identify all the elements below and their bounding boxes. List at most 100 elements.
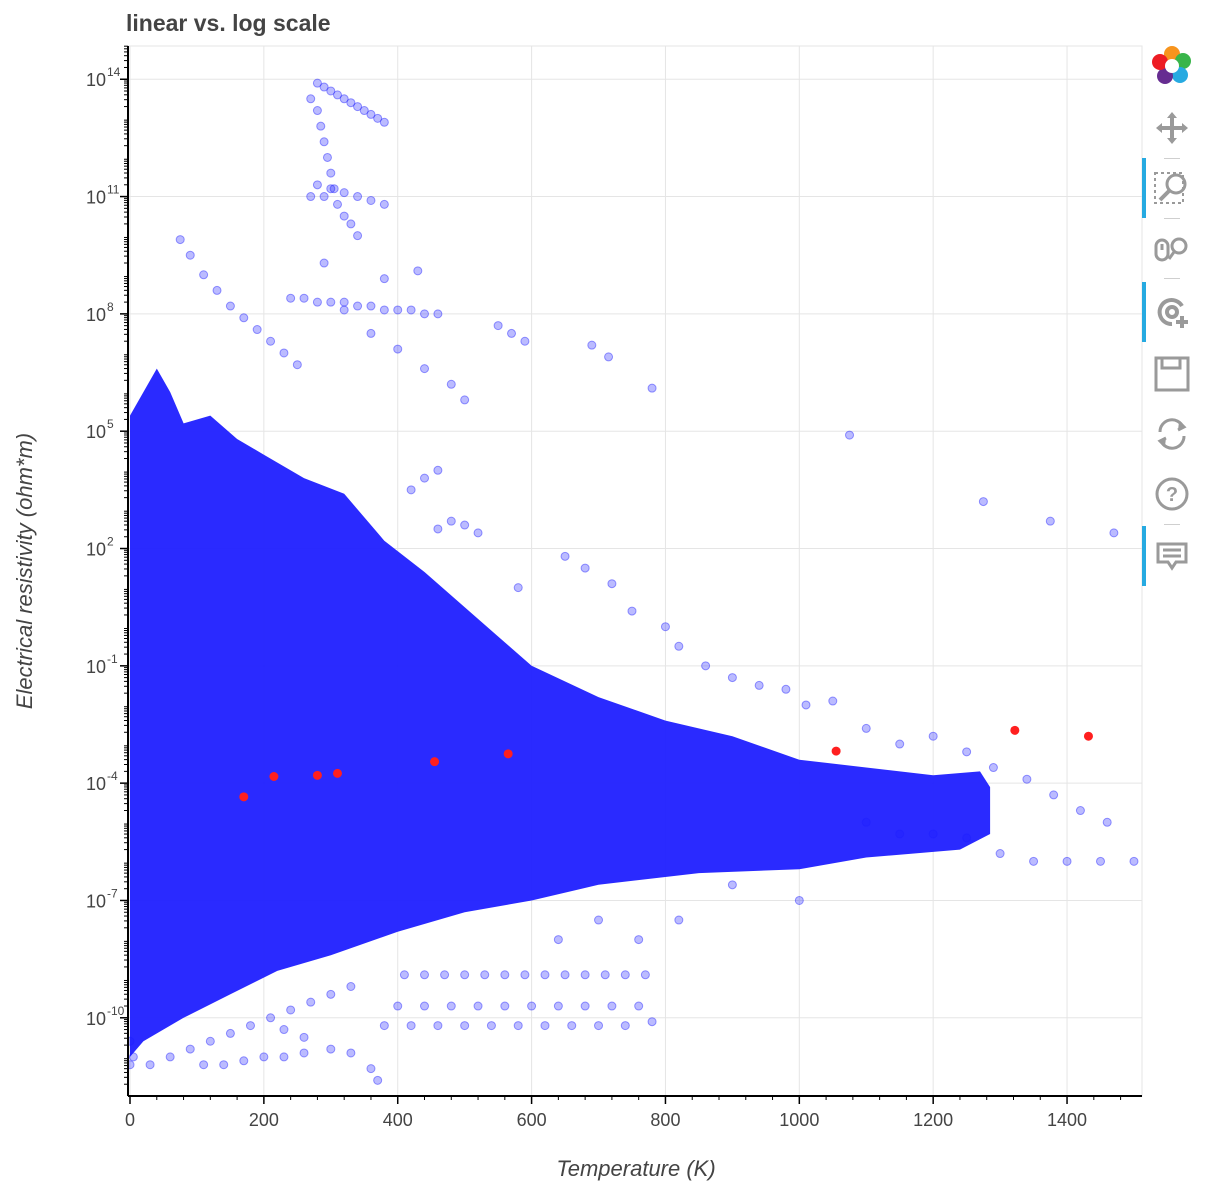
reset-icon[interactable] — [1150, 412, 1194, 456]
blue-point — [433, 1021, 443, 1031]
blue-point — [962, 833, 972, 843]
blue-point — [366, 1064, 376, 1074]
blue-point — [266, 336, 276, 346]
blue-point — [379, 199, 389, 209]
blue-point — [828, 696, 838, 706]
blue-point — [446, 1001, 456, 1011]
blue-point — [379, 274, 389, 284]
blue-point — [433, 465, 443, 475]
blue-point — [393, 344, 403, 354]
bokeh-logo-icon[interactable] — [1150, 44, 1194, 88]
wheel-zoom-icon[interactable] — [1150, 226, 1194, 270]
blue-point — [995, 849, 1005, 859]
tap-icon[interactable] — [1150, 290, 1194, 334]
blue-point — [359, 106, 369, 116]
x-tick-label: 600 — [517, 1110, 547, 1130]
blue-point — [406, 1021, 416, 1031]
blue-point — [433, 309, 443, 319]
blue-point — [420, 970, 430, 980]
blue-point — [727, 880, 737, 890]
red-point — [332, 768, 342, 778]
blue-point — [420, 309, 430, 319]
blue-point — [292, 360, 302, 370]
blue-point — [1022, 774, 1032, 784]
blue-point — [520, 336, 530, 346]
dense-cloud-region — [130, 368, 991, 1057]
blue-point — [326, 1044, 336, 1054]
blue-point — [580, 563, 590, 573]
blue-point — [440, 970, 450, 980]
blue-point — [540, 1021, 550, 1031]
hover-icon[interactable] — [1150, 534, 1194, 578]
pan-icon[interactable] — [1150, 106, 1194, 150]
chart-title: linear vs. log scale — [126, 10, 331, 36]
blue-point — [279, 348, 289, 358]
blue-point — [312, 180, 322, 190]
blue-point — [674, 915, 684, 925]
blue-point — [1075, 806, 1085, 816]
x-tick-label: 400 — [383, 1110, 413, 1130]
blue-point — [339, 211, 349, 221]
blue-point — [634, 935, 644, 945]
blue-point — [322, 152, 332, 162]
blue-point — [353, 102, 363, 112]
y-tick-label: 10 — [86, 774, 106, 794]
blue-point — [239, 1056, 249, 1066]
blue-point — [580, 1001, 590, 1011]
blue-point — [346, 219, 356, 229]
blue-point — [332, 199, 342, 209]
blue-point — [366, 109, 376, 119]
blue-point — [727, 673, 737, 683]
blue-point — [353, 192, 363, 202]
blue-point — [473, 1001, 483, 1011]
blue-point — [988, 763, 998, 773]
blue-point — [420, 364, 430, 374]
blue-point — [500, 970, 510, 980]
blue-point — [299, 1032, 309, 1042]
blue-point — [128, 1036, 135, 1046]
blue-point — [801, 700, 811, 710]
blue-point — [540, 970, 550, 980]
blue-point — [607, 579, 617, 589]
blue-point — [674, 641, 684, 651]
blue-point — [279, 1025, 289, 1035]
box-zoom-icon[interactable] — [1150, 166, 1194, 210]
blue-point — [199, 1060, 209, 1070]
y-tick-label: 10 — [86, 891, 106, 911]
blue-point — [266, 1013, 276, 1023]
blue-point — [594, 915, 604, 925]
blue-point — [647, 383, 657, 393]
blue-point — [1129, 856, 1139, 866]
save-icon[interactable] — [1150, 352, 1194, 396]
blue-point — [329, 184, 339, 194]
blue-point — [660, 622, 670, 632]
blue-point — [319, 82, 329, 92]
blue-point — [326, 168, 336, 178]
blue-point — [861, 817, 871, 827]
red-point — [312, 770, 322, 780]
x-tick-label: 200 — [249, 1110, 279, 1130]
blue-point — [1045, 516, 1055, 526]
help-icon[interactable]: ? — [1150, 472, 1194, 516]
y-tick-exponent: -10 — [107, 1004, 125, 1018]
blue-point — [225, 1028, 235, 1038]
y-tick-label: 10 — [86, 305, 106, 325]
y-tick-exponent: 2 — [107, 535, 114, 549]
x-tick-label: 0 — [125, 1110, 135, 1130]
toolbar: ? — [1140, 40, 1208, 600]
blue-point — [513, 583, 523, 593]
blue-point — [420, 1001, 430, 1011]
blue-point — [279, 1052, 289, 1062]
blue-point — [353, 301, 363, 311]
red-point — [430, 757, 440, 767]
y-tick-label: 10 — [86, 540, 106, 560]
blue-point — [962, 747, 972, 757]
y-tick-label: 10 — [86, 70, 106, 90]
blue-point — [306, 997, 316, 1007]
y-tick-exponent: -4 — [107, 769, 118, 783]
blue-point — [1102, 817, 1112, 827]
blue-point — [339, 188, 349, 198]
blue-point — [473, 528, 483, 538]
blue-point — [486, 1021, 496, 1031]
